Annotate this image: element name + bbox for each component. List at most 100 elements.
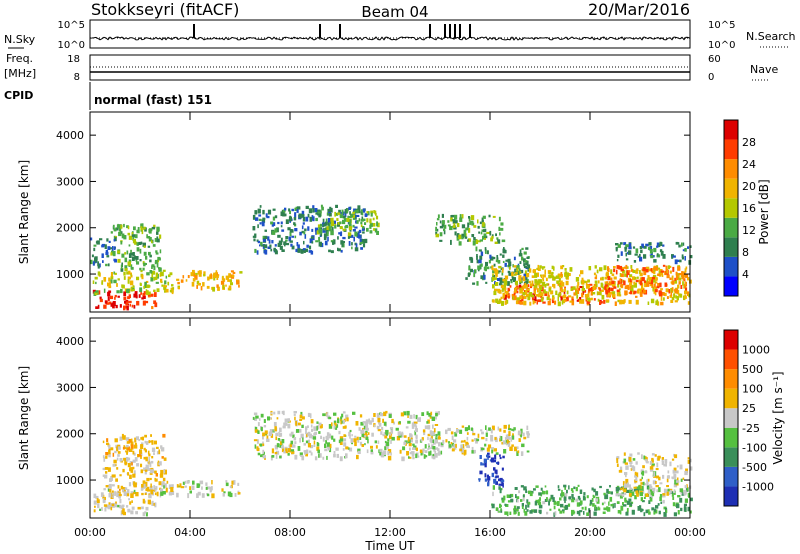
heatmap-cell bbox=[616, 259, 619, 262]
heatmap-cell bbox=[608, 501, 610, 506]
heatmap-cell bbox=[625, 258, 629, 261]
heatmap-cell bbox=[409, 447, 411, 451]
heatmap-cell bbox=[650, 268, 653, 272]
heatmap-cell bbox=[122, 468, 125, 473]
heatmap-cell bbox=[495, 300, 498, 304]
heatmap-cell bbox=[171, 287, 174, 291]
heatmap-cell bbox=[369, 230, 373, 234]
heatmap-cell bbox=[303, 240, 305, 245]
heatmap-cell bbox=[625, 285, 628, 289]
heatmap-cell bbox=[587, 285, 591, 288]
heatmap-cell bbox=[272, 208, 276, 211]
heatmap-cell bbox=[99, 238, 103, 241]
heatmap-cell bbox=[506, 442, 508, 446]
heatmap-cell bbox=[576, 294, 579, 299]
heatmap-cell bbox=[661, 292, 665, 296]
heatmap-cell bbox=[499, 488, 502, 494]
heatmap-cell bbox=[682, 278, 685, 281]
heatmap-cell bbox=[670, 299, 674, 303]
heatmap-cell bbox=[619, 291, 621, 296]
heatmap-cell bbox=[297, 206, 301, 210]
heatmap-cell bbox=[483, 229, 486, 233]
heatmap-cell bbox=[588, 266, 592, 271]
heatmap-cell bbox=[667, 470, 670, 474]
heatmap-cell bbox=[316, 446, 320, 451]
heatmap-cell bbox=[613, 266, 616, 269]
heatmap-cell bbox=[498, 299, 501, 304]
heatmap-cell bbox=[421, 412, 425, 416]
heatmap-cell bbox=[118, 228, 122, 232]
heatmap-cell bbox=[490, 237, 493, 242]
heatmap-cell bbox=[290, 243, 293, 247]
heatmap-cell bbox=[684, 470, 688, 476]
heatmap-cell bbox=[674, 454, 678, 459]
heatmap-cell bbox=[347, 232, 352, 237]
heatmap-cell bbox=[523, 258, 526, 263]
heatmap-cell bbox=[491, 425, 495, 431]
heatmap-cell bbox=[503, 495, 506, 501]
heatmap-cell bbox=[279, 432, 283, 437]
heatmap-cell bbox=[426, 421, 429, 424]
heatmap-cell bbox=[512, 296, 515, 300]
heatmap-cell bbox=[672, 255, 676, 258]
heatmap-cell bbox=[367, 432, 370, 435]
heatmap-cell bbox=[607, 292, 611, 297]
heatmap-cell bbox=[349, 429, 352, 433]
heatmap-cell bbox=[450, 431, 454, 435]
heatmap-cell bbox=[650, 490, 654, 495]
heatmap-cell bbox=[109, 290, 112, 293]
heatmap-cell bbox=[674, 468, 677, 472]
heatmap-cell bbox=[671, 287, 674, 291]
heatmap-cell bbox=[143, 467, 147, 471]
heatmap-cell bbox=[298, 429, 302, 433]
heatmap-cell bbox=[301, 455, 305, 461]
heatmap-cell bbox=[293, 413, 296, 416]
heatmap-cell bbox=[415, 439, 418, 444]
heatmap-cell bbox=[491, 449, 494, 454]
heatmap-cell bbox=[267, 236, 270, 241]
heatmap-cell bbox=[443, 230, 446, 235]
heatmap-cell bbox=[507, 500, 512, 503]
heatmap-cell bbox=[470, 215, 475, 221]
heatmap-cell bbox=[590, 290, 593, 296]
heatmap-cell bbox=[475, 246, 478, 252]
heatmap-cell bbox=[658, 270, 662, 274]
heatmap-cell bbox=[142, 300, 146, 306]
heatmap-cell bbox=[237, 492, 241, 495]
heatmap-cell bbox=[374, 440, 377, 444]
heatmap-cell bbox=[345, 414, 349, 419]
heatmap-cell bbox=[545, 490, 549, 495]
heatmap-cell bbox=[616, 292, 619, 297]
heatmap-cell bbox=[551, 275, 555, 279]
heatmap-cell bbox=[491, 276, 495, 281]
heatmap-cell bbox=[503, 294, 507, 300]
heatmap-cell bbox=[95, 290, 98, 293]
heatmap-cell bbox=[117, 454, 120, 457]
heatmap-cell bbox=[652, 489, 655, 494]
heatmap-cell bbox=[301, 416, 305, 420]
heatmap-cell bbox=[144, 449, 147, 453]
heatmap-cell bbox=[296, 429, 300, 433]
heatmap-cell bbox=[652, 487, 656, 492]
heatmap-cell bbox=[372, 223, 376, 227]
heatmap-cell bbox=[270, 456, 273, 461]
heatmap-cell bbox=[374, 228, 378, 233]
heatmap-cell bbox=[450, 239, 452, 245]
heatmap-cell bbox=[366, 449, 369, 454]
heatmap-cell bbox=[547, 294, 550, 298]
heatmap-cell bbox=[512, 295, 516, 301]
heatmap-cell bbox=[145, 441, 149, 445]
heatmap-cell bbox=[682, 249, 685, 252]
heatmap-cell bbox=[486, 474, 489, 478]
heatmap-cell bbox=[326, 455, 328, 460]
heatmap-cell bbox=[342, 411, 346, 414]
heatmap-cell bbox=[643, 512, 646, 517]
heatmap-cell bbox=[128, 253, 132, 258]
heatmap-cell bbox=[113, 228, 117, 232]
heatmap-cell bbox=[304, 234, 307, 239]
heatmap-cell bbox=[568, 273, 571, 277]
heatmap-cell bbox=[257, 224, 259, 229]
heatmap-cell bbox=[497, 300, 501, 304]
heatmap-cell bbox=[370, 445, 373, 449]
heatmap-cell bbox=[489, 254, 492, 259]
